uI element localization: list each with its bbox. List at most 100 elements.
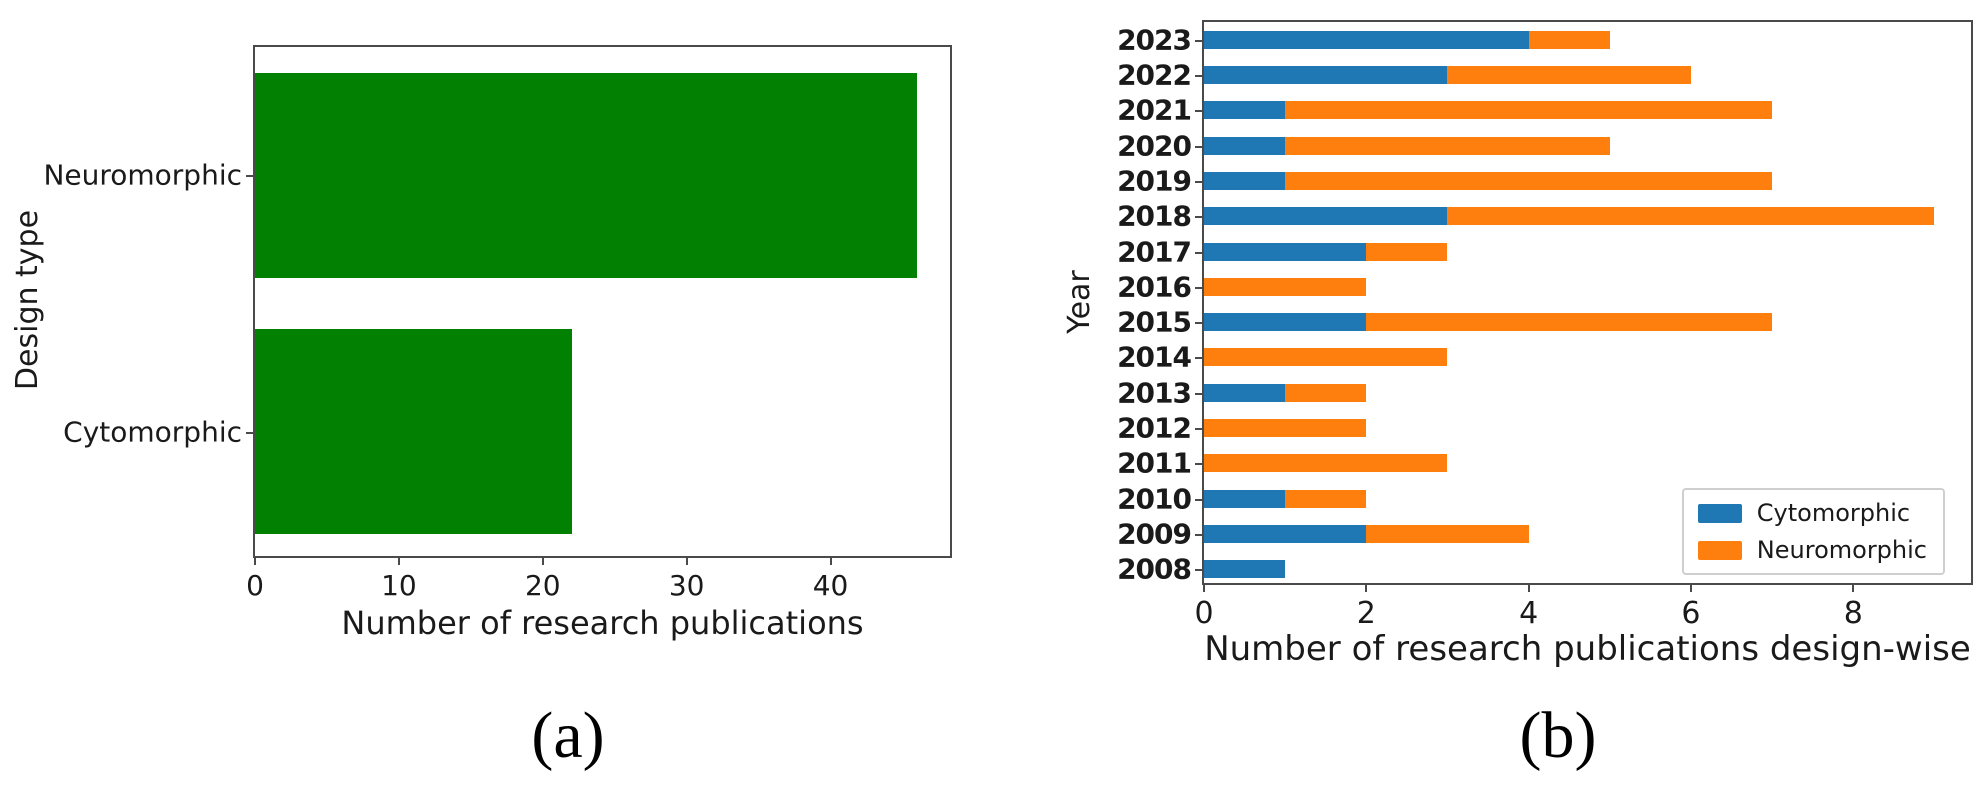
y-tick-label: 2011 [1117,446,1192,480]
x-tick-mark [685,556,688,565]
chart-a-ylabel: Design type [10,209,45,391]
x-tick-label: 6 [1681,596,1701,631]
legend-entry-neuromorphic: Neuromorphic [1697,536,1927,564]
bar-segment-neuromorphic-2023 [1528,30,1610,49]
y-tick-label: 2015 [1117,305,1192,339]
legend-swatch-neuromorphic [1697,540,1742,560]
y-tick-label: 2009 [1117,517,1192,551]
x-tick-label: 20 [524,569,561,602]
x-tick-mark [1852,583,1855,592]
y-tick-mark [1195,534,1204,537]
legend-label-neuromorphic: Neuromorphic [1756,536,1927,564]
y-tick-mark [1195,428,1204,431]
y-tick-mark [1195,392,1204,395]
x-tick-mark [254,556,256,565]
y-tick-mark [246,175,255,178]
y-tick-mark [1195,216,1204,219]
caption-a: (a) [531,699,605,772]
bar-segment-neuromorphic-2016 [1204,277,1367,296]
y-tick-label: Cytomorphic [63,415,242,449]
bar-segment-neuromorphic-2012 [1204,419,1367,438]
y-tick-label: 2010 [1117,482,1192,516]
bar-segment-neuromorphic-2010 [1285,489,1367,508]
bar-segment-cytomorphic-2015 [1204,313,1367,332]
y-tick-mark [1195,251,1204,254]
y-tick-label: 2022 [1117,58,1192,92]
y-tick-label: 2014 [1117,340,1192,374]
x-tick-label: 30 [668,569,705,602]
x-tick-mark [1365,583,1368,592]
y-tick-label: 2017 [1117,235,1192,269]
legend: Cytomorphic Neuromorphic [1681,488,1945,575]
chart-b-xlabel: Number of research publications design-w… [1204,629,1971,669]
y-tick-mark [1195,357,1204,360]
bar-segment-cytomorphic-2019 [1204,171,1286,190]
y-tick-mark [1195,74,1204,77]
y-tick-mark [1195,180,1204,183]
y-tick-label: 2023 [1117,23,1192,57]
x-tick-mark [1527,583,1530,592]
bar-segment-cytomorphic-2020 [1204,136,1286,155]
bar-segment-neuromorphic-2009 [1366,525,1529,544]
chart-a-plot-area: Number of research publications 0 10 20 30 4… [43,45,952,642]
bar-segment-neuromorphic-2015 [1366,313,1773,332]
y-tick-label: 2020 [1117,129,1192,163]
bar-segment-neuromorphic-2020 [1285,136,1610,155]
bar-segment-cytomorphic-2013 [1204,383,1286,402]
bar-segment-cytomorphic-2010 [1204,489,1286,508]
y-tick-mark [1195,322,1204,325]
y-tick-label: Neuromorphic [43,158,242,192]
y-tick-mark [1195,286,1204,289]
chart-a-xlabel: Number of research publications [341,604,864,642]
bar-segment-neuromorphic-2022 [1447,65,1691,84]
bar-segment-neuromorphic-2017 [1366,242,1448,261]
y-tick-mark [246,431,255,434]
y-tick-label: 2021 [1117,93,1192,127]
y-tick-label: 2018 [1117,199,1192,233]
x-tick-mark [397,556,400,565]
y-tick-label: 2019 [1117,164,1192,198]
y-tick-mark [1195,569,1204,572]
y-tick-label: 2012 [1117,411,1192,445]
x-tick-mark [829,556,832,565]
bar-segment-neuromorphic-2013 [1285,383,1367,402]
bar-segment-neuromorphic-2018 [1447,207,1935,226]
x-tick-label: 10 [381,569,417,602]
y-tick-mark [1195,498,1204,501]
bar-segment-neuromorphic-2014 [1204,348,1448,367]
bar-segment-neuromorphic-2011 [1204,454,1448,473]
legend-entry-cytomorphic: Cytomorphic [1697,499,1927,527]
chart-b-plot-area: Cytomorphic Neuromorphic Number of resea… [1117,20,1973,669]
chart-b-ylabel: Year [1062,270,1097,334]
legend-label-cytomorphic: Cytomorphic [1756,499,1911,527]
x-tick-label: 2 [1356,596,1376,631]
bar-segment-neuromorphic-2021 [1285,101,1773,120]
x-tick-mark [1689,583,1692,592]
x-tick-label: 8 [1843,596,1863,631]
bar-segment-neuromorphic-2019 [1285,171,1773,190]
y-tick-mark [1195,39,1204,42]
x-tick-label: 0 [1194,596,1214,631]
bar-segment-cytomorphic-2022 [1204,65,1448,84]
y-tick-label: 2016 [1117,270,1192,304]
bar-segment-cytomorphic-2021 [1204,101,1286,120]
y-tick-mark [1195,463,1204,466]
y-tick-label: 2008 [1117,552,1192,586]
x-tick-mark [541,556,544,565]
bar-segment-cytomorphic-2023 [1204,30,1529,49]
caption-b: (b) [1519,699,1597,772]
bar-segment-cytomorphic-2018 [1204,207,1448,226]
bar-segment-cytomorphic-2017 [1204,242,1367,261]
x-tick-label: 40 [812,569,849,602]
bar-segment-cytomorphic-2008 [1204,560,1286,579]
y-tick-mark [1195,145,1204,148]
bar-cytomorphic [255,329,572,535]
y-tick-mark [1195,110,1204,113]
x-tick-label: 4 [1519,596,1539,631]
legend-swatch-cytomorphic [1697,503,1742,523]
bar-segment-cytomorphic-2009 [1204,525,1367,544]
x-tick-label: 0 [246,569,264,602]
y-tick-label: 2013 [1117,376,1192,410]
x-tick-mark [1203,583,1205,592]
